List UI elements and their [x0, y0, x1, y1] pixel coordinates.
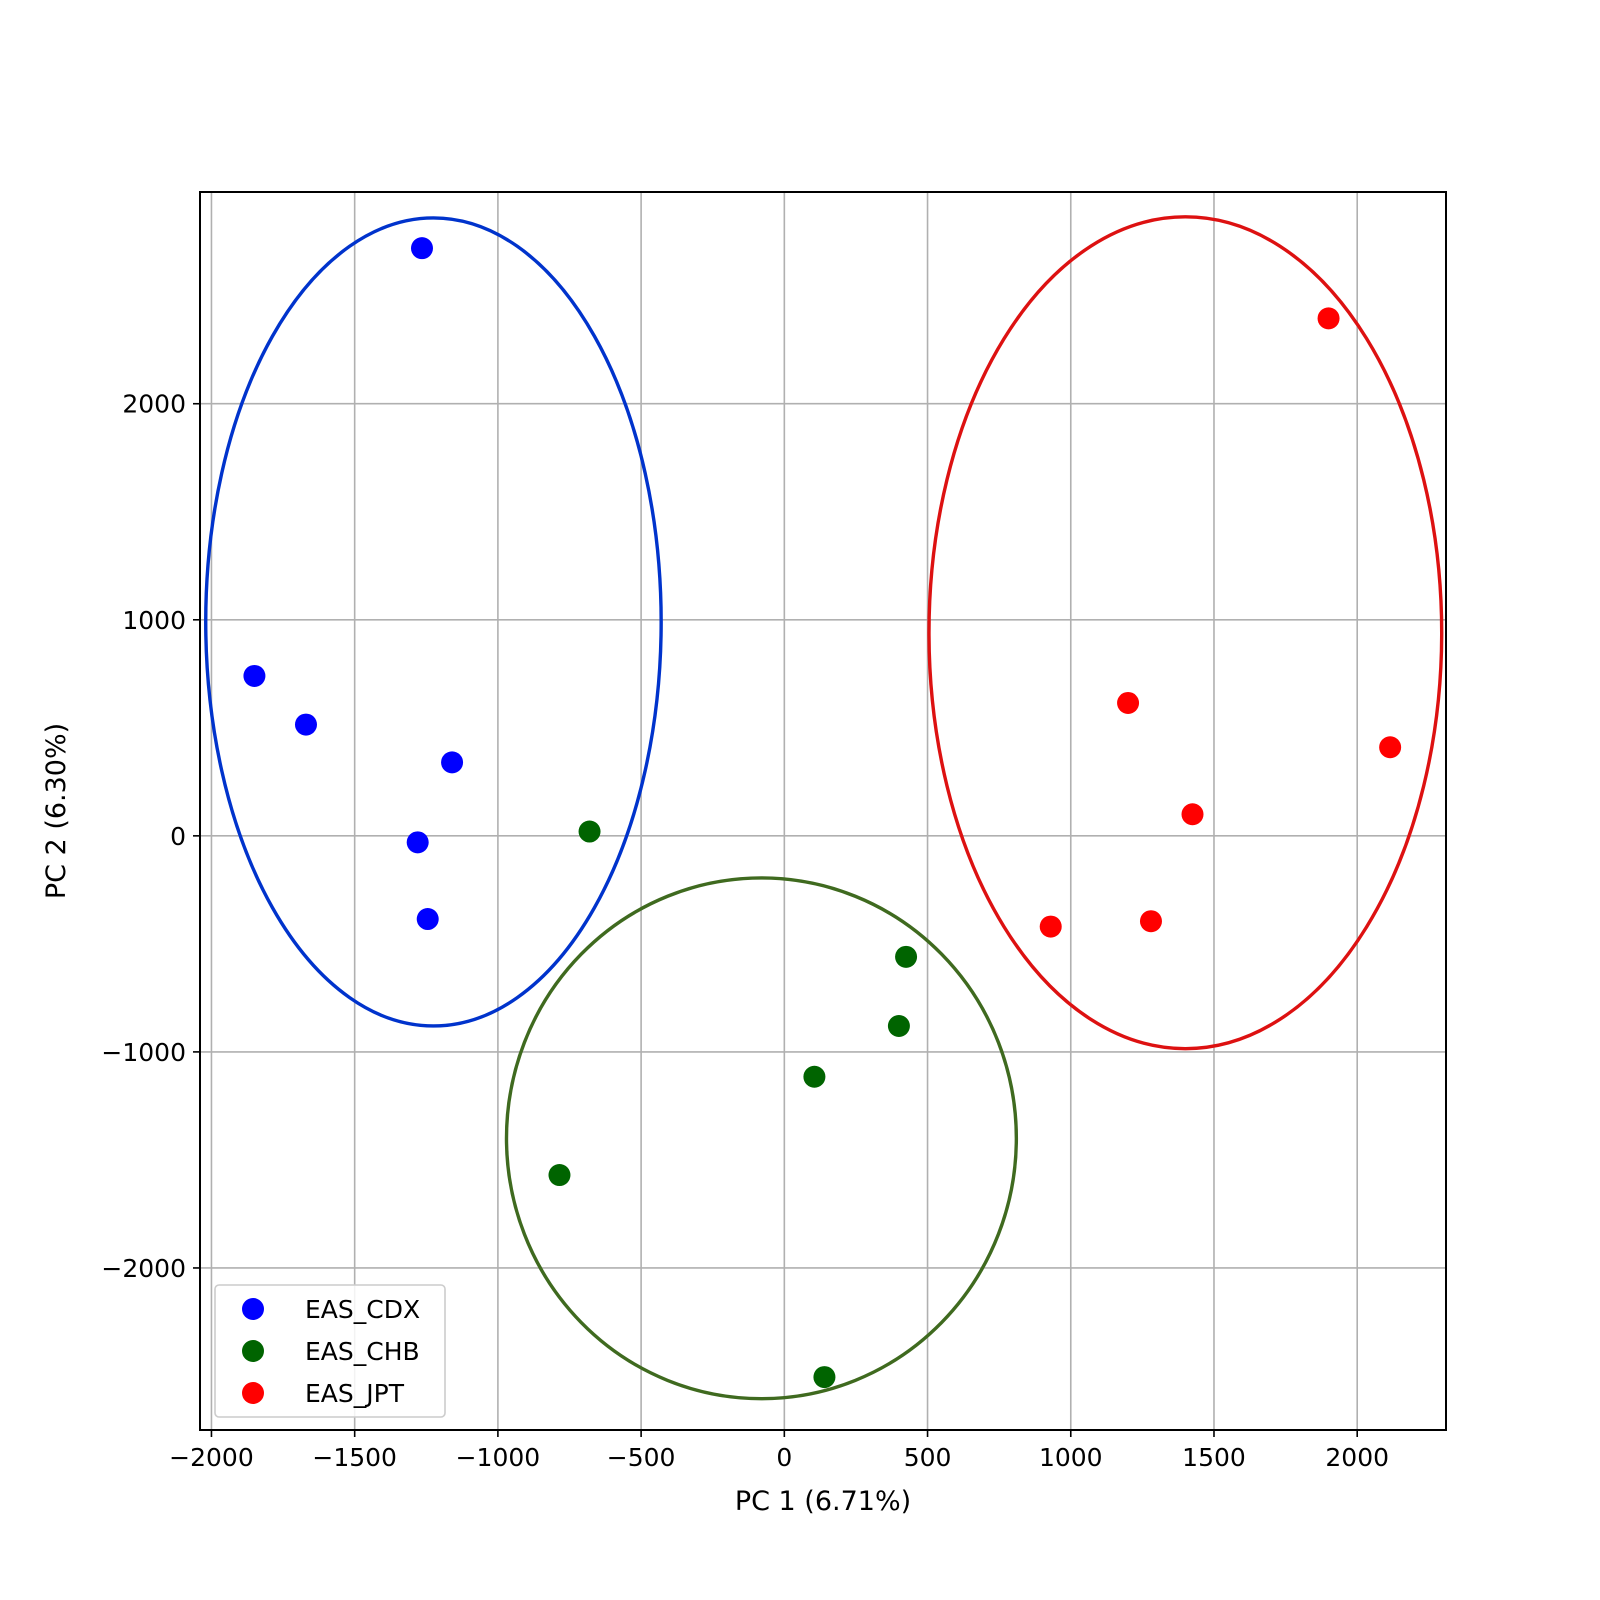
- legend-marker-eas-jpt: [242, 1382, 264, 1404]
- x-tick-label: 500: [904, 1443, 952, 1472]
- point-eas-jpt: [1039, 915, 1062, 938]
- point-eas-chb: [803, 1065, 826, 1088]
- point-eas-jpt: [1181, 803, 1204, 826]
- ellipse-eas-jpt: [927, 215, 1444, 1051]
- x-tick-label: 2000: [1325, 1443, 1389, 1472]
- axis-ticks: −2000 −1500 −1000 −500 0 500 1000 1500 2000 −2000…: [101, 390, 1389, 1472]
- legend-box: [214, 1284, 446, 1418]
- x-axis-label: PC 1 (6.71%): [735, 1486, 911, 1517]
- point-eas-cdx: [406, 831, 429, 854]
- legend-marker-eas-chb: [242, 1340, 264, 1362]
- x-tick-label: −1000: [456, 1443, 541, 1472]
- point-eas-jpt: [1117, 691, 1140, 714]
- point-eas-chb: [887, 1014, 910, 1037]
- ellipse-eas-chb: [504, 876, 1019, 1401]
- y-tick-label: −1000: [101, 1038, 186, 1067]
- x-tick-label: 1000: [1039, 1443, 1103, 1472]
- x-tick-label: −500: [607, 1443, 676, 1472]
- point-eas-cdx: [243, 664, 266, 687]
- y-tick-label: 2000: [122, 390, 186, 419]
- point-eas-chb: [548, 1164, 571, 1187]
- grid: [200, 192, 1446, 1430]
- point-eas-jpt: [1317, 307, 1340, 330]
- point-eas-jpt: [1139, 910, 1162, 933]
- x-tick-label: 1500: [1182, 1443, 1246, 1472]
- y-tick-label: 0: [170, 822, 186, 851]
- point-eas-chb: [813, 1366, 836, 1389]
- data-points: [243, 237, 1402, 1389]
- point-eas-chb: [578, 820, 601, 843]
- legend: EAS_CDX EAS_CHB EAS_JPT: [214, 1284, 446, 1418]
- x-tick-label: −1500: [312, 1443, 397, 1472]
- cluster-ellipses: [204, 215, 1444, 1401]
- legend-label-eas-chb: EAS_CHB: [305, 1337, 420, 1366]
- point-eas-cdx: [294, 713, 317, 736]
- x-tick-label: 0: [776, 1443, 792, 1472]
- point-eas-cdx: [416, 908, 439, 931]
- legend-label-eas-jpt: EAS_JPT: [305, 1379, 405, 1408]
- y-axis-label: PC 2 (6.30%): [41, 723, 72, 899]
- legend-marker-eas-cdx: [242, 1298, 264, 1320]
- y-tick-label: 1000: [122, 606, 186, 635]
- x-tick-label: −2000: [169, 1443, 254, 1472]
- legend-label-eas-cdx: EAS_CDX: [305, 1295, 420, 1324]
- y-tick-label: −2000: [101, 1254, 186, 1283]
- plot-frame: [199, 191, 1447, 1431]
- ellipse-eas-cdx: [204, 216, 663, 1028]
- point-eas-cdx: [441, 751, 464, 774]
- point-eas-cdx: [410, 237, 433, 260]
- point-eas-jpt: [1379, 736, 1402, 759]
- point-eas-chb: [895, 945, 918, 968]
